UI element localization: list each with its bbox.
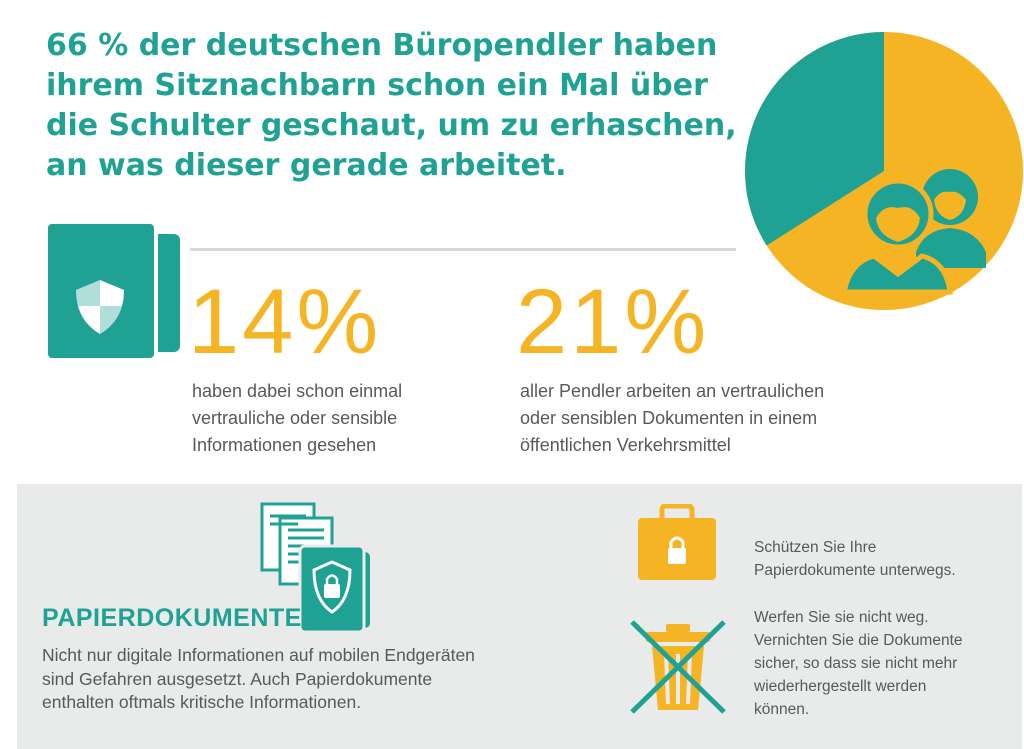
stat-description: aller Pendler arbeiten an vertraulichen …: [520, 378, 824, 459]
paper-documents-panel: [17, 484, 1022, 749]
paper-line: sind Gefahren ausgesetzt. Auch Papierdok…: [42, 668, 433, 689]
documents-lock-icon: [260, 502, 370, 634]
briefcase-lock-icon: [638, 504, 716, 580]
pie-slice-rest: [745, 32, 884, 246]
stat-line: oder sensiblen Dokumenten in einem: [520, 408, 818, 428]
stat-line: aller Pendler arbeiten an vertraulichen: [520, 381, 825, 401]
tip-line: wiederhergestellt werden: [754, 678, 927, 695]
headline-line: die Schulter geschaut, um zu erhaschen,: [46, 108, 737, 143]
crossed-trash-icon: [630, 620, 726, 714]
tip-line: können.: [754, 701, 810, 718]
headline-line: an was dieser gerade arbeitet.: [46, 148, 567, 183]
people-icon: [840, 169, 986, 295]
tip-protect: Schützen Sie Ihre Papierdokumente unterw…: [754, 536, 956, 582]
paper-line: Nicht nur digitale Informationen auf mob…: [42, 645, 475, 665]
paper-description: Nicht nur digitale Informationen auf mob…: [42, 644, 475, 715]
stat-value: 21%: [516, 271, 710, 373]
paper-line: enthalten oftmals kritische Informatione…: [42, 692, 362, 712]
headline: 66 % der deutschen Büropendler haben ihr…: [46, 26, 737, 186]
tip-line: Vernichten Sie die Dokumente: [754, 632, 963, 649]
stat-line: öffentlichen Verkehrsmittel: [520, 435, 731, 455]
stat-line: Informationen gesehen: [192, 435, 377, 455]
divider: [190, 248, 736, 251]
tip-destroy: Werfen Sie sie nicht weg. Vernichten Sie…: [754, 606, 963, 721]
stat-line: haben dabei schon einmal: [192, 381, 403, 401]
tip-line: sicher, so dass sie nicht mehr: [754, 655, 958, 672]
shield-folder-icon: [44, 220, 180, 362]
paper-heading: PAPIERDOKUMENTE: [42, 604, 302, 632]
tip-line: Schützen Sie Ihre: [754, 539, 877, 556]
headline-line: ihrem Sitznachbarn schon ein Mal über: [46, 68, 708, 103]
headline-line: 66 % der deutschen Büropendler haben: [46, 28, 718, 63]
stat-description: haben dabei schon einmal vertrauliche od…: [192, 378, 402, 459]
tip-line: Werfen Sie sie nicht weg.: [754, 609, 929, 626]
tip-line: Papierdokumente unterwegs.: [754, 562, 956, 579]
stat-value: 14%: [188, 271, 382, 373]
share-pie-chart: [745, 32, 1023, 310]
stat-line: vertrauliche oder sensible: [192, 408, 398, 428]
